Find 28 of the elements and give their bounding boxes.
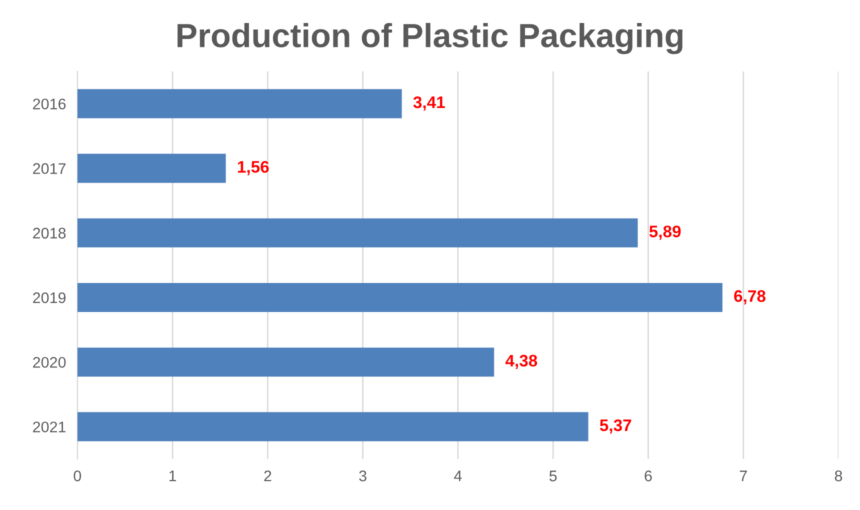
- data-label: 1,56: [238, 160, 269, 176]
- data-label: 5,37: [600, 419, 632, 434]
- x-tick-label: 8: [834, 470, 842, 482]
- y-tick-label: 2021: [33, 422, 66, 432]
- data-label: 6,78: [734, 290, 766, 304]
- x-tick-label: 7: [740, 470, 747, 482]
- data-label: 4,38: [505, 354, 538, 369]
- x-tick-label: 4: [454, 470, 462, 482]
- bar: [77, 348, 494, 377]
- y-tick-label: 2017: [33, 163, 66, 174]
- bar: [77, 218, 638, 248]
- x-tick-label: 1: [169, 470, 176, 482]
- bar: [77, 412, 588, 442]
- x-tick-label: 6: [644, 470, 652, 482]
- bar: [77, 282, 722, 312]
- bar: [77, 89, 402, 118]
- bar: [77, 154, 226, 183]
- chart-title: Production of Plastic Packaging: [178, 22, 682, 54]
- data-label: 5,89: [649, 226, 681, 240]
- x-tick-label: 5: [549, 470, 557, 482]
- y-tick-label: 2019: [33, 292, 66, 304]
- x-tick-label: 0: [74, 470, 82, 482]
- data-label: 3,41: [413, 96, 445, 111]
- x-tick-label: 2: [264, 470, 272, 482]
- x-tick-label: 3: [359, 470, 366, 482]
- y-tick-label: 2018: [33, 228, 66, 239]
- y-tick-label: 2016: [33, 98, 66, 110]
- y-tick-label: 2020: [33, 356, 66, 368]
